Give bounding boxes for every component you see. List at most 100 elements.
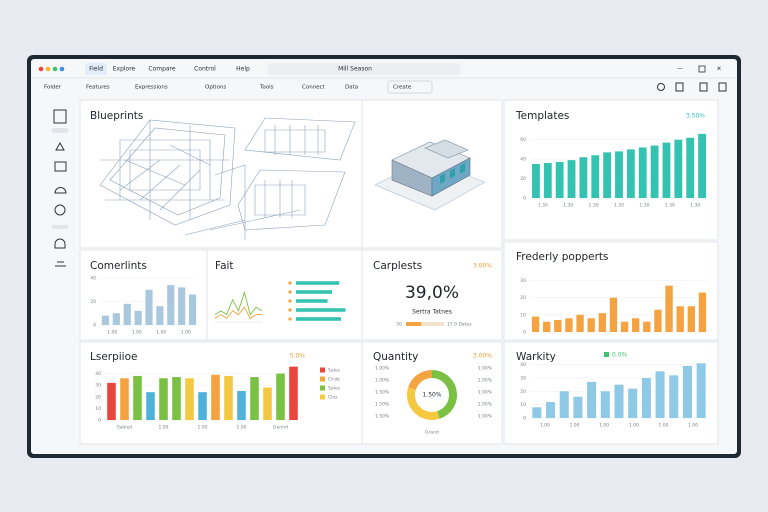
- x-tick-label: 1.30: [538, 203, 548, 209]
- toolbar-item[interactable]: Create: [393, 85, 412, 91]
- bar: [546, 402, 556, 418]
- info-icon[interactable]: [657, 83, 665, 91]
- sidebar-icon[interactable]: [53, 109, 67, 124]
- bar: [156, 306, 164, 325]
- axis-label: 1.00%: [478, 414, 493, 420]
- sidebar-icon[interactable]: [54, 187, 67, 194]
- bar: [591, 155, 600, 198]
- bar: [576, 314, 584, 332]
- x-tick-label: 1.00: [156, 330, 166, 336]
- x-tick-label: 1.00: [569, 423, 579, 429]
- sidebar-icon[interactable]: [55, 141, 65, 151]
- x-tick-label: 1.00: [658, 423, 668, 429]
- y-tick-label: 60: [520, 137, 526, 143]
- toolbar-item[interactable]: Data: [345, 85, 358, 91]
- sidebar-icon[interactable]: [54, 204, 66, 216]
- bar: [650, 145, 659, 198]
- x-tick-label: 1.00: [181, 330, 191, 336]
- tab[interactable]: Control: [194, 66, 216, 73]
- x-tick-label: 1.00: [540, 423, 550, 429]
- bar: [565, 318, 573, 332]
- x-tick-label: 1.00: [599, 423, 609, 429]
- panel-title: Quantity: [373, 351, 418, 363]
- toolbar-item[interactable]: Expressions: [135, 85, 168, 91]
- y-tick-label: 20: [95, 394, 101, 400]
- panel-title: Carplests: [373, 260, 422, 272]
- bar: [112, 313, 120, 325]
- legend-label: Clos: [328, 395, 338, 401]
- minimize-dot[interactable]: [45, 66, 51, 72]
- bullet: [288, 299, 292, 303]
- maximize-button[interactable]: [698, 65, 706, 73]
- bar: [559, 391, 569, 418]
- y-tick-label: 10: [520, 312, 526, 318]
- toolbar-item[interactable]: Connect: [302, 85, 326, 91]
- panel-title: Templates: [515, 110, 569, 122]
- tab[interactable]: Help: [236, 66, 250, 73]
- toolbar-item[interactable]: Options: [205, 85, 226, 91]
- bar: [598, 313, 606, 332]
- donut-segment: [431, 370, 457, 419]
- dropdown[interactable]: [387, 80, 433, 94]
- bar: [224, 375, 233, 420]
- donut-segment: [407, 387, 440, 420]
- sidebar: [52, 109, 68, 267]
- bar: [120, 378, 129, 420]
- toolbar-item[interactable]: Tools: [259, 85, 274, 91]
- toolbar-item[interactable]: Features: [86, 85, 110, 91]
- badge: 0.0%: [612, 352, 628, 359]
- y-tick-label: 40: [520, 362, 526, 368]
- y-tick-label: 10: [95, 406, 101, 412]
- hbar: [296, 299, 328, 303]
- search-field[interactable]: [268, 63, 460, 75]
- legend-swatch: [320, 376, 325, 382]
- axis-label: 1.50%: [375, 402, 390, 408]
- bar: [655, 371, 665, 418]
- axis-label: 1.00%: [478, 378, 493, 384]
- progress-track: [406, 322, 444, 326]
- sidebar-icon[interactable]: [54, 238, 66, 249]
- minimize-button[interactable]: —: [677, 66, 683, 73]
- tab[interactable]: Field: [89, 66, 103, 73]
- toolbar-item[interactable]: Folder: [44, 85, 62, 91]
- badge-swatch: [604, 352, 609, 357]
- panel-title: Comerlints: [90, 260, 147, 272]
- sidebar-highlight: [52, 128, 68, 133]
- bar: [134, 310, 142, 325]
- search-text[interactable]: Mill Season: [338, 66, 372, 73]
- page-icon[interactable]: [675, 82, 684, 92]
- donut-segment: [408, 370, 433, 391]
- bar: [643, 321, 651, 332]
- y-tick-label: 20: [90, 299, 96, 305]
- sidebar-icon[interactable]: [54, 161, 67, 172]
- bar: [587, 382, 597, 418]
- x-tick-label: 1.00: [107, 330, 117, 336]
- progress-note: 17.0 Datas: [447, 322, 472, 328]
- panel: [79, 99, 363, 249]
- bar: [698, 133, 706, 198]
- bar: [662, 142, 671, 198]
- bar: [107, 382, 116, 420]
- close-button[interactable]: ✕: [716, 66, 721, 73]
- active-tab[interactable]: [85, 63, 107, 75]
- bar: [185, 378, 194, 420]
- badge: 3.50%: [686, 113, 705, 120]
- kpi-caption: Sertra Tatnes: [412, 309, 452, 316]
- sidebar-icon[interactable]: [55, 261, 66, 267]
- bar: [133, 375, 142, 420]
- progress-bar: [406, 322, 422, 326]
- badge: 3.00%: [473, 353, 492, 360]
- bar: [638, 147, 647, 198]
- axis-label: 1.00%: [478, 366, 493, 372]
- page-icon[interactable]: [699, 82, 708, 92]
- tab[interactable]: Compare: [148, 66, 176, 73]
- x-tick-label: 1.30: [589, 203, 599, 209]
- x-tick-label: 1.30: [665, 203, 675, 209]
- tab[interactable]: Explore: [113, 66, 136, 73]
- close-dot[interactable]: [38, 66, 44, 72]
- page-icon[interactable]: [718, 82, 727, 92]
- zoom-dot[interactable]: [52, 66, 58, 72]
- bar: [573, 396, 583, 418]
- extra-dot[interactable]: [59, 66, 65, 72]
